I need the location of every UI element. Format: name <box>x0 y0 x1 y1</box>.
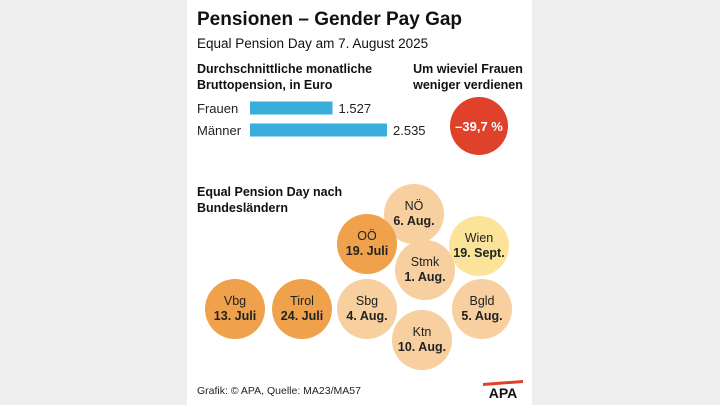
state-bubble: Bgld 5. Aug. <box>452 279 512 339</box>
bar-value-label: 2.535 <box>393 123 426 138</box>
pension-bar-chart: Frauen 1.527 Männer 2.535 <box>197 101 426 138</box>
gap-value-circle: –39,7 % <box>450 97 508 155</box>
state-bubble: Stmk 1. Aug. <box>395 240 455 300</box>
bar-0 <box>250 101 333 115</box>
equal-pension-day-heading: Equal Pension Day nach Bundesländern <box>197 185 343 215</box>
state-name: Wien <box>464 231 494 245</box>
state-date: 4. Aug. <box>346 309 388 323</box>
state-date: 10. Aug. <box>397 340 447 354</box>
state-name: Stmk <box>410 255 440 269</box>
state-date: 1. Aug. <box>404 270 446 284</box>
state-name: Bgld <box>469 294 495 308</box>
source-note: Grafik: © APA, Quelle: MA23/MA57 <box>197 385 361 397</box>
state-name: NÖ <box>404 199 424 213</box>
state-date: 5. Aug. <box>461 309 503 323</box>
state-date: 6. Aug. <box>393 214 435 228</box>
state-name: Sbg <box>355 294 379 308</box>
state-date: 13. Juli <box>213 309 257 323</box>
bar-value-label: 1.527 <box>339 101 372 116</box>
apa-logo: APA <box>483 380 523 400</box>
state-bubble: Sbg 4. Aug. <box>337 279 397 339</box>
state-date: 24. Juli <box>280 309 324 323</box>
state-bubble: Tirol 24. Juli <box>272 279 332 339</box>
bar-category-label: Männer <box>197 123 242 138</box>
state-name: Ktn <box>412 325 432 339</box>
state-name: OÖ <box>357 229 377 243</box>
bar-1 <box>250 123 387 137</box>
state-date: 19. Sept. <box>453 246 505 260</box>
chart-subtitle: Equal Pension Day am 7. August 2025 <box>197 36 429 51</box>
state-bubble: Wien 19. Sept. <box>449 216 509 276</box>
state-date: 19. Juli <box>345 244 389 258</box>
apa-logo-text: APA <box>489 385 518 400</box>
state-bubble: OÖ 19. Juli <box>337 214 397 274</box>
bar-chart-heading: Durchschnittliche monatliche Bruttopensi… <box>197 62 373 92</box>
infographic-card: Pensionen – Gender Pay Gap Equal Pension… <box>187 0 532 405</box>
gap-heading: Um wieviel Frauen weniger verdienen <box>413 62 523 92</box>
state-bubble: Ktn 10. Aug. <box>392 310 452 370</box>
bar-category-label: Frauen <box>197 101 238 116</box>
state-name: Vbg <box>223 294 247 308</box>
state-bubble: Vbg 13. Juli <box>205 279 265 339</box>
state-name: Tirol <box>290 294 314 308</box>
gap-value: –39,7 % <box>455 118 503 134</box>
chart-title: Pensionen – Gender Pay Gap <box>197 9 463 30</box>
